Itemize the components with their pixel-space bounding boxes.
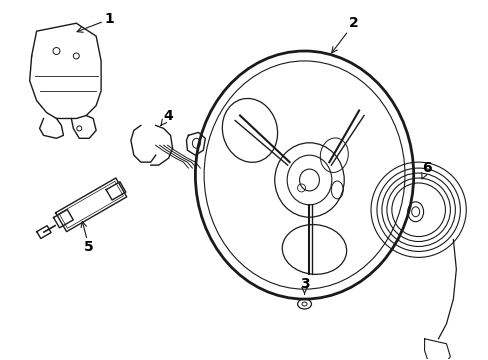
Text: 5: 5 (81, 222, 94, 255)
Text: 6: 6 (421, 161, 430, 179)
Text: 3: 3 (299, 277, 309, 294)
Text: 1: 1 (77, 12, 114, 32)
Text: 4: 4 (161, 108, 173, 126)
Text: 2: 2 (331, 16, 358, 53)
